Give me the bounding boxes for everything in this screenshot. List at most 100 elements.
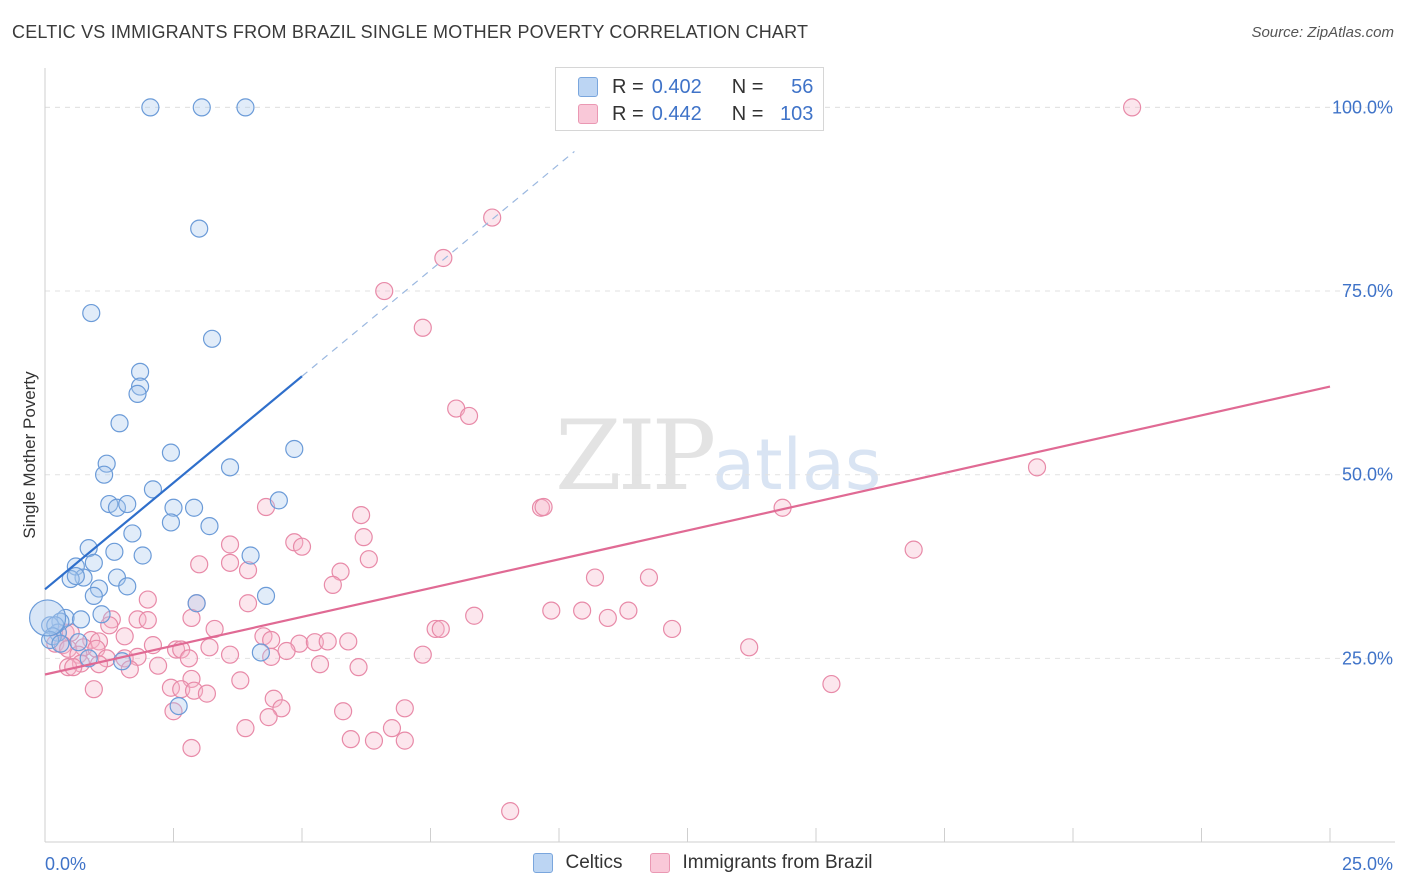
celtics-point: [285, 439, 304, 459]
brazil-swatch: [578, 104, 598, 124]
brazil-point: [84, 680, 103, 699]
brazil-point: [292, 537, 312, 556]
y-tick-label: 75.0%: [1342, 281, 1393, 301]
legend-row-celtics: R = 0.402 N = 56: [578, 74, 813, 100]
brazil-point: [148, 656, 168, 675]
brazil-point: [220, 535, 240, 554]
legend-series: Celtics Immigrants from Brazil: [0, 852, 1406, 874]
celtics-point: [79, 649, 98, 668]
brazil-point: [238, 561, 258, 580]
celtics-point: [66, 566, 85, 586]
tick-labels: 25.0% 50.0% 75.0% 100.0% 0.0% 25.0% Single Mot…: [20, 97, 1393, 874]
celtics-point: [161, 443, 181, 462]
brazil-point: [382, 719, 402, 738]
brazil-point: [822, 674, 841, 694]
celtics-point: [190, 219, 209, 238]
brazil-point: [182, 738, 201, 758]
brazil-point: [138, 611, 157, 630]
y-tick-label: 50.0%: [1342, 465, 1393, 485]
brazil-point: [305, 633, 324, 652]
brazil-point: [128, 610, 147, 629]
watermark-zip: ZIP: [555, 400, 716, 512]
celtics-point: [187, 594, 206, 613]
brazil-point: [138, 590, 157, 609]
celtics-point: [107, 498, 127, 517]
legend-stats: R = 0.402 N = 56 R = 0.442 N = 103: [555, 67, 824, 131]
celtics-point: [84, 553, 103, 572]
brazil-point: [179, 649, 199, 668]
brazil-point: [277, 641, 296, 661]
brazil-point: [115, 627, 134, 646]
celtics-r-label: R =: [612, 75, 644, 98]
y-axis-label: Single Mother Poverty: [20, 371, 39, 539]
celtics-point: [133, 546, 152, 565]
brazil-point: [264, 689, 283, 708]
brazil-points: [46, 98, 1142, 821]
brazil-point: [262, 647, 281, 666]
brazil-point: [334, 702, 353, 721]
brazil-legend-swatch: [650, 853, 671, 873]
brazil-point: [164, 702, 183, 721]
brazil-legend-label: Immigrants from Brazil: [682, 852, 873, 873]
y-tick-label: 100.0%: [1332, 97, 1393, 117]
celtics-swatch: [578, 77, 598, 97]
celtics-point: [241, 546, 260, 565]
celtics-point: [220, 458, 240, 477]
brazil-point: [904, 540, 923, 559]
celtics-point: [130, 362, 150, 381]
legend-item-celtics[interactable]: Celtics: [533, 852, 622, 874]
brazil-point: [272, 699, 291, 718]
celtics-point: [128, 384, 147, 403]
celtics-point: [118, 577, 137, 596]
brazil-point: [483, 208, 502, 227]
brazil-point: [375, 281, 394, 301]
celtics-point: [236, 98, 255, 117]
chart-title: CELTIC VS IMMIGRANTS FROM BRAZIL SINGLE …: [12, 22, 809, 42]
brazil-point: [197, 684, 217, 703]
celtics-trend-line: [44, 375, 303, 591]
x-tick-label: 0.0%: [45, 854, 86, 874]
brazil-point: [236, 719, 255, 738]
brazil-point: [434, 248, 453, 268]
brazil-point: [1027, 458, 1047, 477]
x-tick-label: 25.0%: [1342, 854, 1393, 874]
brazil-point: [431, 619, 450, 639]
celtics-point: [28, 599, 67, 637]
brazil-point: [200, 638, 219, 657]
brazil-point: [413, 645, 432, 664]
celtics-point: [110, 414, 129, 433]
source-credit: Source: ZipAtlas.com: [1251, 24, 1394, 41]
brazil-point: [238, 594, 258, 613]
brazil-point: [190, 555, 209, 574]
brazil-r-label: R =: [612, 102, 644, 125]
celtics-point: [92, 605, 111, 624]
legend-item-brazil[interactable]: Immigrants from Brazil: [650, 852, 873, 874]
celtics-legend-swatch: [533, 853, 554, 873]
y-tick-label: 25.0%: [1342, 648, 1393, 668]
brazil-n-label: N =: [731, 102, 764, 125]
celtics-point: [143, 480, 163, 499]
celtics-point: [118, 494, 137, 514]
celtics-point: [256, 586, 276, 606]
brazil-point: [534, 497, 553, 517]
celtics-point: [251, 643, 270, 662]
brazil-n-value: 103: [780, 102, 814, 125]
brazil-point: [1123, 98, 1142, 117]
brazil-point: [220, 645, 240, 664]
celtics-point: [123, 524, 142, 543]
brazil-point: [542, 601, 561, 620]
trend-lines: [44, 150, 1331, 676]
brazil-point: [359, 550, 378, 569]
brazil-point: [349, 658, 368, 677]
brazil-point: [585, 568, 605, 587]
brazil-point: [639, 568, 659, 587]
celtics-point: [169, 696, 188, 716]
brazil-point: [413, 318, 432, 337]
celtics-point: [61, 569, 80, 589]
celtics-point: [184, 498, 204, 517]
brazil-point: [598, 608, 617, 628]
brazil-point: [364, 731, 384, 750]
celtics-point: [192, 98, 211, 117]
celtics-point: [161, 513, 181, 532]
celtics-point: [69, 633, 88, 652]
